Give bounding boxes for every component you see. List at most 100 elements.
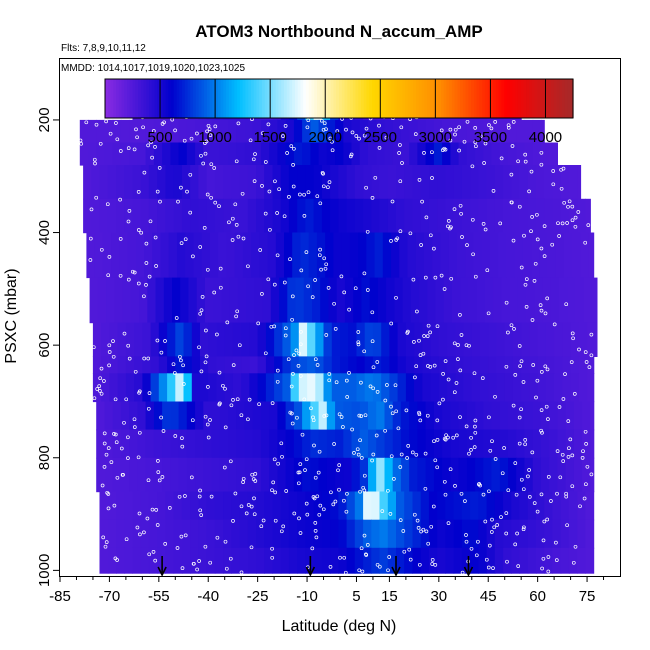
heatmap-cell xyxy=(480,322,489,357)
data-point xyxy=(239,570,244,575)
data-point xyxy=(212,166,217,170)
data-point xyxy=(581,449,585,454)
colorbar-swatch xyxy=(418,79,423,118)
heatmap-cell xyxy=(437,491,446,521)
heatmap-cell xyxy=(346,547,356,574)
heatmap-cell xyxy=(433,142,443,166)
data-point xyxy=(138,532,142,537)
colorbar-swatch xyxy=(317,79,321,118)
data-point xyxy=(313,521,318,525)
data-point xyxy=(487,489,491,494)
heatmap-cell xyxy=(232,373,242,403)
flight-arrow-head xyxy=(463,566,474,577)
data-point xyxy=(157,166,162,170)
heatmap-cell xyxy=(363,165,372,200)
data-point xyxy=(272,324,277,329)
heatmap-cell xyxy=(531,232,540,279)
data-point xyxy=(500,471,505,476)
data-point xyxy=(523,152,528,157)
data-point xyxy=(253,479,258,483)
heatmap-cell xyxy=(486,547,496,574)
data-point xyxy=(189,475,194,480)
heatmap-cell xyxy=(321,491,331,521)
heatmap-cell xyxy=(494,198,504,234)
data-point xyxy=(446,219,451,223)
data-point xyxy=(572,392,577,396)
data-point xyxy=(397,151,401,155)
data-point xyxy=(402,549,407,554)
data-point xyxy=(173,434,178,438)
data-point xyxy=(306,118,311,123)
heatmap-cell xyxy=(592,277,598,324)
heatmap-cell xyxy=(117,356,127,374)
heatmap-cell xyxy=(198,519,208,549)
data-point xyxy=(321,184,326,189)
colorbar-swatch xyxy=(234,79,238,118)
data-point xyxy=(473,418,478,423)
heatmap-cell xyxy=(532,457,542,493)
heatmap-cell xyxy=(433,401,443,431)
colorbar-swatch xyxy=(184,79,189,118)
heatmap-cell xyxy=(524,429,534,459)
data-point xyxy=(197,494,202,499)
data-point xyxy=(339,415,344,419)
heatmap-cell xyxy=(231,198,241,234)
data-point xyxy=(420,199,424,204)
heatmap-cell xyxy=(428,491,438,521)
colorbar-swatch xyxy=(113,79,117,118)
heatmap-cell xyxy=(288,491,298,521)
data-point xyxy=(457,148,461,153)
data-point xyxy=(460,235,464,239)
heatmap-cell xyxy=(466,142,476,166)
colorbar-swatch xyxy=(438,79,442,118)
heatmap-cell xyxy=(241,322,250,357)
data-point xyxy=(487,123,491,127)
heatmap-cell xyxy=(157,165,166,200)
heatmap-cell xyxy=(260,119,270,143)
heatmap-cell xyxy=(570,356,580,374)
data-point xyxy=(229,403,234,408)
heatmap-cell xyxy=(442,429,451,459)
data-point xyxy=(239,413,244,418)
heatmap-cell xyxy=(384,401,394,431)
heatmap-cell xyxy=(573,457,583,493)
data-point xyxy=(524,277,529,281)
data-point xyxy=(377,146,382,150)
data-point xyxy=(258,248,263,252)
heatmap-cell xyxy=(195,119,204,143)
heatmap-cell xyxy=(527,547,537,574)
heatmap-cell xyxy=(386,277,395,324)
data-point xyxy=(417,562,422,567)
heatmap-cell xyxy=(404,519,413,549)
heatmap-cell xyxy=(323,373,333,403)
heatmap-cell xyxy=(470,519,479,549)
data-point xyxy=(432,246,436,251)
heatmap-cell xyxy=(396,198,405,234)
heatmap-cell xyxy=(488,373,497,403)
heatmap-cell xyxy=(252,119,262,143)
data-point xyxy=(489,530,494,534)
data-point xyxy=(509,200,514,205)
heatmap-cell xyxy=(293,429,303,459)
colorbar-swatch xyxy=(531,79,536,118)
heatmap-cell xyxy=(251,232,260,279)
heatmap-cell xyxy=(186,142,196,166)
heatmap-cell xyxy=(120,429,130,459)
heatmap-cell xyxy=(252,429,262,459)
heatmap-cell xyxy=(588,232,595,279)
data-point xyxy=(449,276,454,281)
data-point xyxy=(332,442,336,446)
data-point xyxy=(493,394,497,399)
heatmap-cell xyxy=(456,232,466,279)
data-point xyxy=(556,221,560,226)
data-point xyxy=(361,485,366,490)
heatmap-cell xyxy=(532,142,542,166)
heatmap-cell xyxy=(140,165,150,200)
data-point xyxy=(555,449,560,453)
data-point xyxy=(306,284,310,289)
heatmap-cell xyxy=(568,491,578,521)
heatmap-cell xyxy=(422,322,432,357)
heatmap-cell xyxy=(165,198,175,234)
data-point xyxy=(204,328,208,333)
heatmap-cell xyxy=(300,232,310,279)
